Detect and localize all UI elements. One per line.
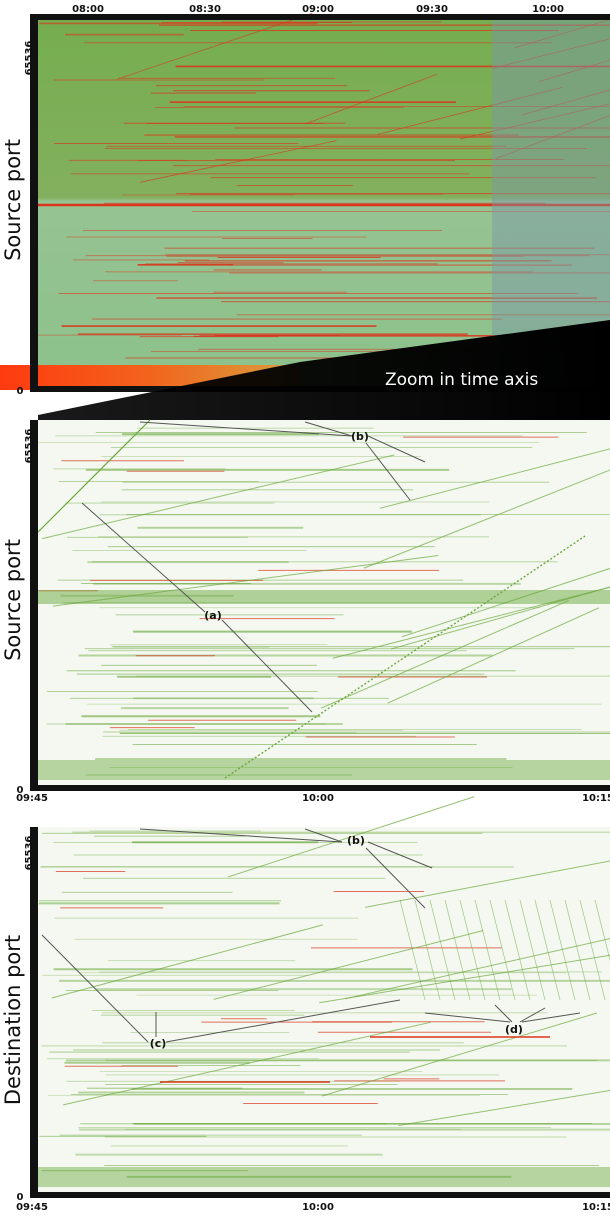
scan-diagonal [514, 19, 610, 49]
annotation-d-destination: (d) [424, 1004, 581, 1036]
source-zoom-y-axis-bar [30, 420, 38, 785]
source-zoom-x-ticks: 09:45 10:00 10:15 [16, 793, 610, 804]
source-zoom-y-tick-0: 0 [17, 785, 24, 796]
scan-diagonal [564, 899, 591, 1001]
scan-diagonal [62, 1021, 432, 1106]
x-tick-label: 08:00 [72, 4, 104, 15]
zoom-in-time-axis-label: Zoom in time axis [385, 370, 538, 390]
destination-zoom-panel: 09:45 10:00 10:15 0 65536 Destination port… [1, 796, 610, 1213]
port-band [38, 590, 610, 604]
x-tick-label: 09:30 [416, 4, 448, 15]
scan-diagonal [305, 73, 437, 125]
destination-zoom-y-axis-bar [30, 827, 38, 1192]
destination-zoom-x-ticks: 09:45 10:00 10:15 [16, 1202, 610, 1213]
annotation-b-source: (b) [139, 421, 426, 501]
destination-zoom-y-tick-0: 0 [17, 1192, 24, 1203]
annotation-a-source: (a) [81, 502, 313, 713]
scan-diagonal [579, 899, 606, 1001]
scan-diagonal [534, 899, 561, 1001]
scan-diagonal [390, 586, 610, 650]
annotation-b-label: (b) [351, 430, 369, 443]
scan-diagonal [489, 899, 516, 1001]
scan-diagonal [332, 586, 610, 659]
destination-zoom-y-tick-max: 65536 [24, 836, 35, 871]
x-tick-label: 10:00 [532, 4, 564, 15]
overview-y-tick-0: 0 [17, 386, 24, 397]
low-port-band [38, 1167, 610, 1187]
x-tick-label: 09:45 [16, 1202, 48, 1213]
scan-diagonal [460, 103, 610, 140]
x-tick-label: 10:15 [582, 793, 610, 804]
overview-x-ticks: 08:00 08:30 09:00 09:30 10:00 [72, 4, 564, 15]
scan-diagonal [398, 1089, 610, 1127]
scan-diagonal [549, 899, 576, 1001]
source-zoom-traffic-lines [37, 419, 610, 780]
scan-diagonal [539, 59, 610, 82]
scan-diagonal [140, 140, 337, 183]
annotation-b-destination: (b) [139, 828, 433, 909]
scan-diagonal [224, 535, 586, 779]
scan-diagonal [363, 469, 610, 569]
scan-diagonal [504, 899, 531, 1001]
scan-diagonal [459, 899, 486, 1001]
scan-diagonal [429, 899, 456, 1001]
scan-diagonal [344, 938, 610, 1000]
scan-diagonal [365, 860, 610, 908]
scan-diagonal [377, 86, 563, 135]
low-port-band [38, 760, 610, 780]
scan-diagonal [474, 899, 501, 1001]
x-tick-label: 08:30 [189, 4, 221, 15]
scan-diagonal [42, 454, 395, 540]
x-tick-label: 10:00 [302, 793, 334, 804]
annotation-d-label: (d) [505, 1023, 523, 1036]
source-zoom-x-axis-bar [30, 785, 610, 791]
zoom-wedge [38, 320, 610, 420]
scan-diagonal [37, 419, 151, 533]
scan-diagonal [444, 899, 471, 1001]
scan-diagonal [51, 924, 323, 999]
scan-diagonal [319, 954, 610, 1004]
scan-diagonal [521, 89, 610, 116]
scan-diagonal [495, 115, 610, 159]
annotation-c-destination: (c) [41, 934, 401, 1050]
scan-diagonal [491, 38, 610, 69]
destination-zoom-x-axis-bar [30, 1192, 610, 1198]
x-tick-label: 09:00 [302, 4, 334, 15]
overview-top-axis-bar [30, 14, 610, 20]
overview-y-axis-label: Source port [1, 139, 25, 261]
source-zoom-y-tick-max: 65536 [24, 429, 35, 464]
overview-y-axis-bar [30, 20, 38, 390]
x-tick-label: 09:45 [16, 793, 48, 804]
scan-diagonal [116, 12, 313, 80]
scan-diagonal [594, 899, 610, 962]
scan-diagonal [227, 796, 475, 878]
scan-diagonal [401, 567, 610, 638]
scan-diagonal [414, 899, 441, 1001]
scan-diagonal [399, 899, 426, 1001]
scan-diagonal [320, 600, 569, 709]
scan-diagonal [321, 1012, 598, 1097]
overview-y-tick-max: 65536 [24, 41, 35, 76]
annotation-b-label: (b) [347, 834, 365, 847]
scan-diagonal [519, 899, 546, 1001]
destination-zoom-heatmap-background [38, 827, 610, 1192]
destination-zoom-traffic-lines [38, 796, 610, 1187]
scan-diagonal [213, 929, 484, 1000]
annotation-a-label: (a) [204, 609, 221, 622]
scan-diagonal [387, 607, 600, 704]
source-zoom-y-axis-label: Source port [1, 539, 25, 661]
annotation-c-label: (c) [150, 1037, 167, 1050]
x-tick-label: 10:00 [302, 1202, 334, 1213]
x-tick-label: 10:15 [582, 1202, 610, 1213]
scan-diagonal [379, 448, 610, 509]
destination-zoom-y-axis-label: Destination port [1, 935, 25, 1105]
